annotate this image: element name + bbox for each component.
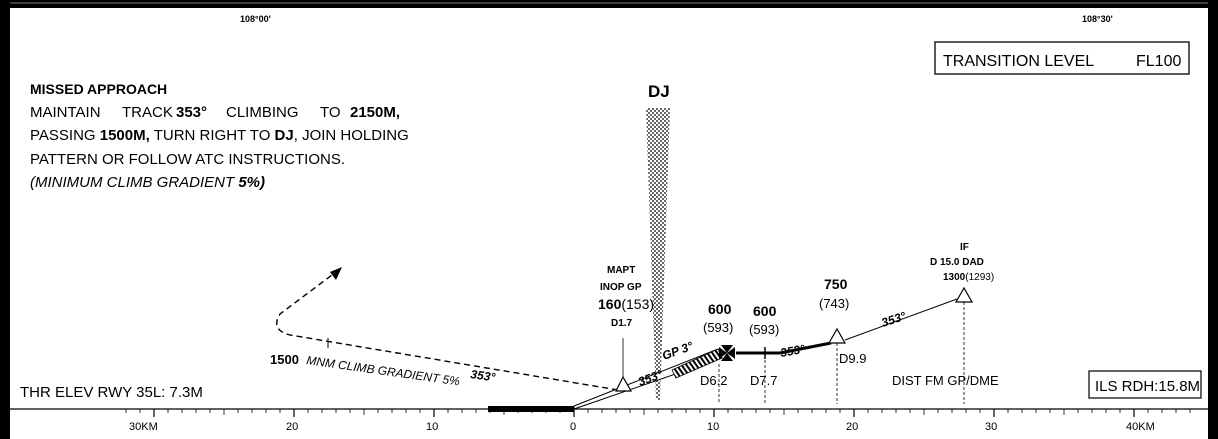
fix-600a-distance: D6.2 (700, 373, 727, 388)
rdh-text: ILS RDH:15.8M (1095, 378, 1200, 395)
scale-label-30km: 30KM (129, 421, 158, 433)
ma-l1-c: 353° (176, 104, 207, 121)
missed-approach-line-4: (MINIMUM CLIMB GRADIENT 5%) (30, 174, 265, 191)
top-border (0, 0, 1218, 8)
fix-600b-height: (593) (749, 322, 779, 337)
scale-label-20-right: 20 (846, 421, 858, 433)
rdh-box (1088, 370, 1202, 399)
faf-maltese-cross (719, 345, 735, 361)
missed-track-label: 353° (470, 367, 497, 384)
scale-ticks (125, 409, 1191, 417)
ma-l4-b: 5%) (238, 174, 265, 191)
missed-approach-title: MISSED APPROACH (30, 81, 167, 97)
mapt-hgt: (153) (621, 296, 654, 312)
left-border (0, 0, 10, 439)
runway-bar (488, 406, 574, 412)
scale-label-30-right: 30 (985, 421, 997, 433)
segment-600-750 (779, 341, 832, 355)
longitude-right: 108°30' (1082, 14, 1113, 24)
fix-750-height: (743) (819, 296, 849, 311)
mapt-alt: 160 (598, 296, 622, 312)
mapt-altitude: 160(153) (598, 296, 654, 312)
ma-l2-c: TURN RIGHT TO (150, 127, 275, 144)
missed-approach-line-3: PATTERN OR FOLLOW ATC INSTRUCTIONS. (30, 151, 345, 168)
ma-l1-f: 2150M, (350, 104, 400, 121)
mapt-label-1: MAPT (607, 265, 635, 276)
if-altitude: 1300(1293) (943, 272, 994, 283)
mapt-distance: D1.7 (611, 318, 633, 329)
scale-label-0: 0 (570, 421, 576, 433)
ma-l1-e: TO (320, 104, 341, 121)
if-hgt: (1293) (965, 272, 994, 283)
scale-label-20-left: 20 (286, 421, 298, 433)
longitude-left: 108°00' (240, 14, 271, 24)
if-label-1: IF (960, 242, 969, 253)
ma-l1-a: MAINTAIN (30, 104, 101, 121)
transition-level-label: TRANSITION LEVEL (943, 53, 1094, 70)
ma-l1-b: TRACK (122, 104, 173, 121)
navaid-dj-beam (646, 108, 670, 400)
missed-approach-path (276, 274, 619, 391)
ma-l4-a: (MINIMUM CLIMB GRADIENT (30, 174, 238, 191)
transition-level-value: FL100 (1136, 53, 1181, 70)
fix-600b-altitude: 600 (753, 303, 777, 319)
scale-labels: 30KM 20 10 0 10 20 30 40KM (129, 421, 1155, 433)
mapt-triangle (615, 375, 633, 392)
if-alt: 1300 (943, 272, 966, 283)
fix-600a-altitude: 600 (708, 301, 732, 317)
ma-l2-a: PASSING (30, 127, 100, 144)
fix-600a-height: (593) (703, 320, 733, 335)
right-border (1208, 0, 1218, 439)
transition-level-box (934, 41, 1190, 75)
fix-600b-distance: D7.7 (750, 373, 777, 388)
segment-750-if (844, 298, 958, 341)
threshold-elevation: THR ELEV RWY 35L: 7.3M (20, 384, 203, 401)
scale-label-10-left: 10 (426, 421, 438, 433)
ma-l2-b: 1500M, (100, 127, 150, 144)
scale-label-10-right: 10 (707, 421, 719, 433)
mapt-label-2: INOP GP (600, 282, 642, 293)
fix-750-distance: D9.9 (839, 351, 866, 366)
distance-source-note: DIST FM GP/DME (892, 373, 999, 388)
scale-label-40km: 40KM (1126, 421, 1155, 433)
navaid-dj-label: DJ (648, 82, 670, 101)
ma-l2-d: DJ (275, 127, 294, 144)
missed-approach-line-2: PASSING 1500M, TURN RIGHT TO DJ, JOIN HO… (30, 127, 409, 144)
fix-750-altitude: 750 (824, 276, 848, 292)
if-label-2: D 15.0 DAD (930, 257, 984, 268)
ma-l1-d: CLIMBING (226, 104, 299, 121)
ma-l2-e: , JOIN HOLDING (294, 127, 409, 144)
climb-altitude: 1500 (270, 352, 299, 367)
glide-path-hatch (671, 348, 723, 379)
track-label-seg2: 353° (779, 342, 806, 360)
missed-approach-line-1: MAINTAIN TRACK 353° CLIMBING TO 2150M, (30, 104, 400, 121)
missed-approach-arrowhead (330, 267, 342, 280)
